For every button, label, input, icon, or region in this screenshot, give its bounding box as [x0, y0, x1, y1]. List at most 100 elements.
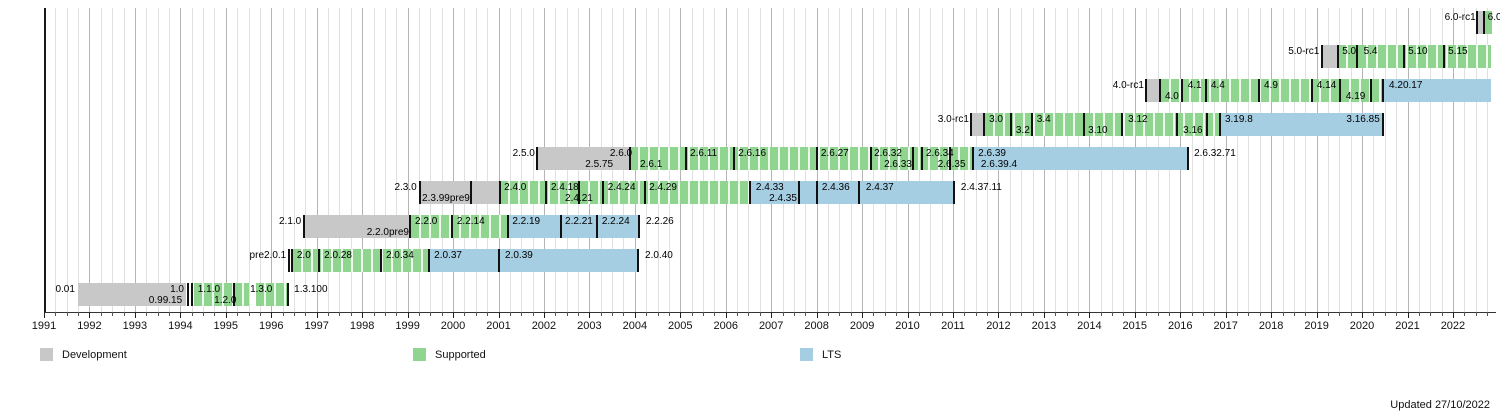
gridline	[1237, 8, 1239, 312]
release-divider	[643, 181, 646, 204]
axis-tick	[1316, 312, 1318, 318]
axis-year-label: 2001	[486, 320, 511, 332]
axis-tick	[953, 312, 954, 318]
axis-tick	[1191, 312, 1193, 316]
version-label-2.4.0: 2.4.0	[504, 182, 527, 193]
gridline	[66, 8, 68, 312]
bar-4.x-lts	[1382, 79, 1491, 102]
axis-tick	[1146, 312, 1148, 316]
axis-tick	[1350, 312, 1352, 316]
axis-tick	[89, 312, 91, 318]
version-label-1.0: 1.0	[170, 284, 184, 295]
axis-tick	[1339, 312, 1341, 316]
release-divider	[816, 181, 819, 204]
version-label-5.0-rc1: 5.0-rc1	[1288, 46, 1320, 57]
gridline	[1271, 8, 1273, 312]
gridline	[78, 8, 80, 312]
release-divider	[1206, 113, 1209, 136]
release-divider	[797, 181, 800, 204]
gridline	[532, 8, 534, 312]
version-label-2.6.32.71: 2.6.32.71	[1194, 148, 1236, 159]
gridline	[441, 8, 443, 312]
axis-year-label: 1993	[122, 320, 148, 332]
axis-tick	[1452, 312, 1454, 318]
gridline	[1464, 8, 1466, 312]
version-label-2.4.36: 2.4.36	[821, 182, 850, 193]
axis-tick	[1077, 312, 1079, 316]
axis-tick	[805, 312, 807, 316]
version-label-2.4.35: 2.4.35	[769, 193, 797, 204]
axis-tick	[168, 312, 170, 316]
axis-tick	[305, 312, 307, 316]
axis-tick	[714, 312, 716, 316]
gridline	[1441, 8, 1443, 312]
release-divider	[816, 147, 819, 170]
axis-tick	[532, 312, 534, 316]
gridline	[259, 8, 261, 312]
axis-tick	[1089, 312, 1091, 318]
axis-year-label: 1995	[213, 320, 239, 332]
release-divider	[498, 181, 501, 204]
release-divider	[1181, 79, 1184, 102]
release-divider	[1403, 45, 1406, 68]
axis-tick	[430, 312, 432, 316]
axis-tick	[793, 312, 795, 316]
axis-tick	[964, 312, 966, 316]
release-divider	[559, 215, 562, 238]
gridline	[1418, 8, 1420, 312]
axis-tick	[1134, 312, 1136, 318]
release-divider	[1218, 113, 1221, 136]
bar-3.x-supported	[984, 113, 1220, 136]
axis-tick	[987, 312, 989, 316]
axis-tick	[862, 312, 864, 318]
axis-tick	[566, 312, 568, 316]
axis-tick	[407, 312, 409, 318]
axis-tick	[907, 312, 909, 318]
release-divider	[732, 147, 735, 170]
version-label-3.16: 3.16	[1183, 125, 1203, 136]
release-divider	[1339, 79, 1342, 102]
release-divider	[287, 249, 290, 272]
release-divider	[291, 249, 294, 272]
version-label-2.5.75: 2.5.75	[585, 159, 614, 170]
axis-tick	[66, 312, 68, 316]
axis-year-label: 1997	[304, 320, 329, 332]
version-label-2.2.14: 2.2.14	[456, 216, 485, 227]
release-divider	[1010, 113, 1013, 136]
version-label-2.6.11: 2.6.11	[690, 148, 718, 159]
axis-year-label: 2015	[1122, 320, 1148, 332]
gridline	[271, 8, 273, 312]
gridline	[1384, 8, 1386, 312]
axis-tick	[543, 312, 545, 318]
version-label-0.01: 0.01	[55, 284, 75, 295]
version-label-3.12: 3.12	[1128, 114, 1148, 125]
axis-tick	[55, 312, 57, 316]
version-label-2.0.39: 2.0.39	[505, 250, 533, 261]
release-divider	[1121, 113, 1124, 136]
release-divider	[497, 249, 500, 272]
gridline	[191, 8, 193, 312]
bar-2.6-lts	[973, 147, 1188, 170]
axis-tick	[1293, 312, 1295, 316]
axis-tick	[1225, 312, 1227, 318]
version-label-2.4.29: 2.4.29	[649, 182, 677, 193]
version-label-2.4.24: 2.4.24	[607, 182, 636, 193]
version-label-6.0: 6.0	[1487, 12, 1500, 23]
axis-tick	[134, 312, 136, 318]
version-label-3.19.8: 3.19.8	[1224, 114, 1253, 125]
release-divider	[418, 181, 421, 204]
gridline	[521, 8, 523, 312]
version-label-5.10: 5.10	[1408, 46, 1428, 57]
version-label-4.0: 4.0	[1164, 91, 1179, 102]
gridline	[1282, 8, 1284, 312]
gridline	[498, 8, 500, 312]
axis-tick	[998, 312, 1000, 318]
axis-year-label: 1999	[395, 320, 420, 332]
x-axis-line	[44, 312, 1496, 313]
version-label-1.2.0: 1.2.0	[214, 295, 237, 306]
release-divider	[317, 249, 320, 272]
gridline	[1350, 8, 1352, 312]
version-label-2.4.37.11: 2.4.37.11	[960, 182, 1002, 193]
gridline	[1487, 8, 1489, 312]
